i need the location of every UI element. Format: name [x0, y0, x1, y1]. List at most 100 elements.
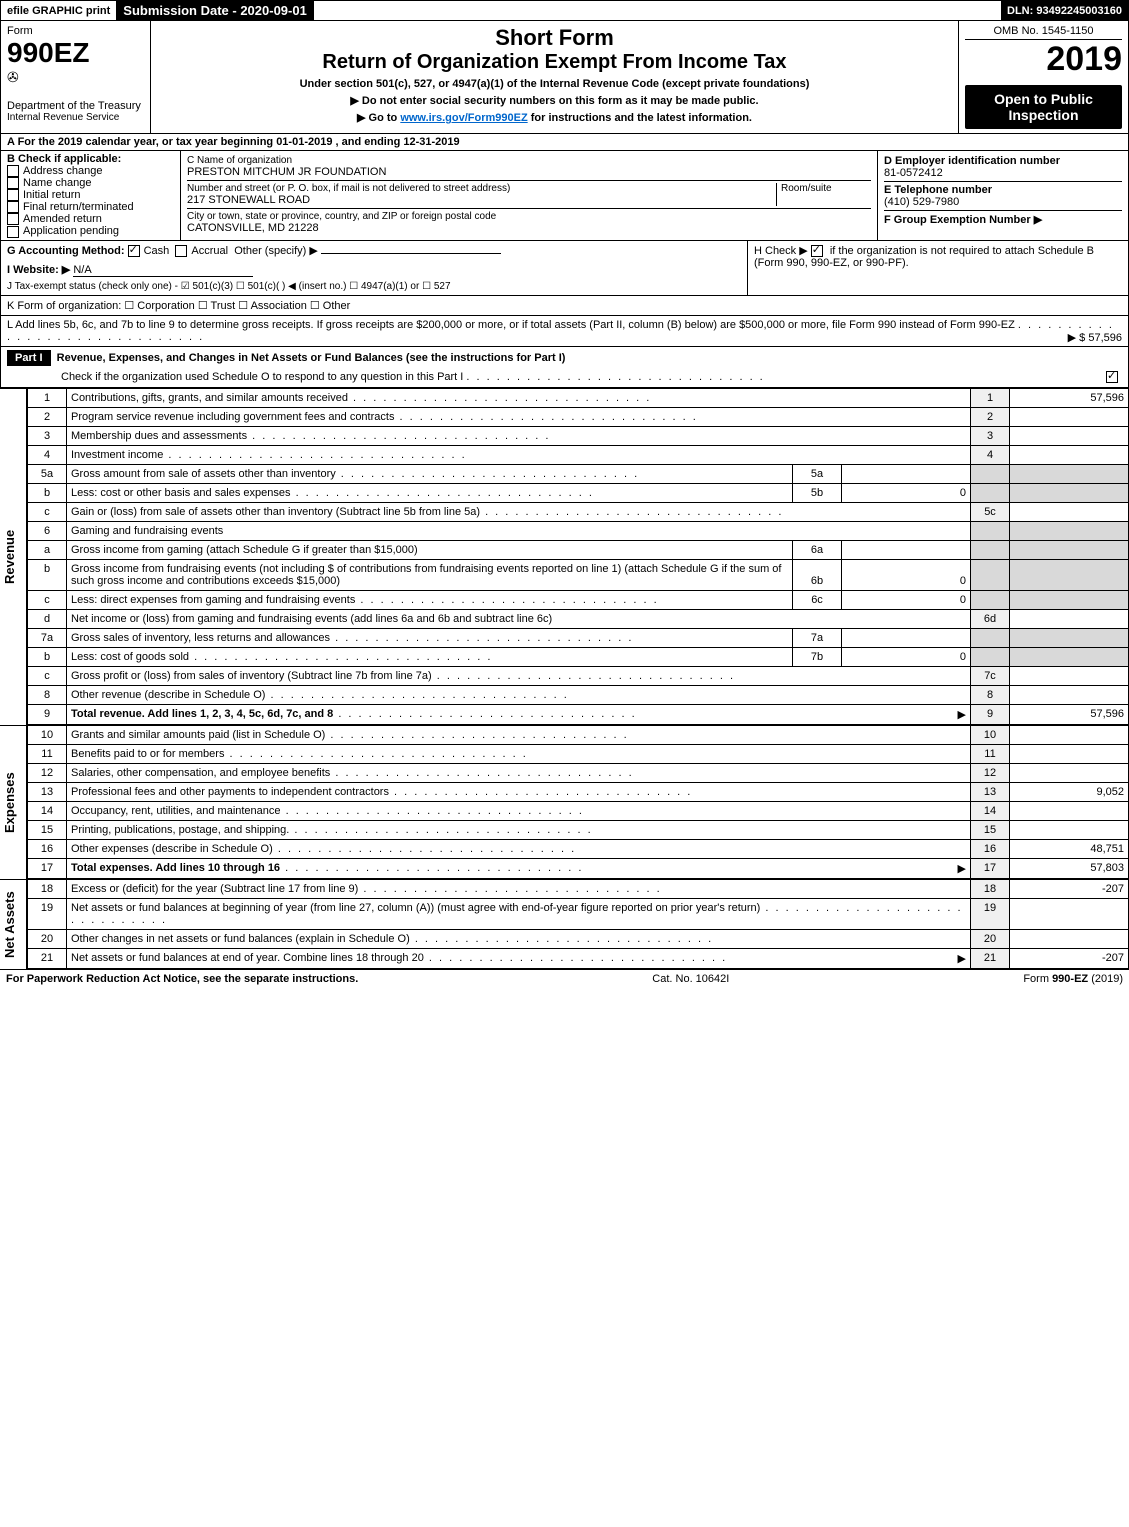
netassets-table: 18Excess or (deficit) for the year (Subt… — [27, 879, 1129, 969]
org-city: CATONSVILLE, MD 21228 — [187, 222, 871, 234]
table-row: 20Other changes in net assets or fund ba… — [28, 929, 1129, 948]
accrual-label: Accrual — [191, 245, 228, 257]
section-gh: G Accounting Method: Cash Accrual Other … — [0, 241, 1129, 296]
check-final-return[interactable] — [7, 201, 19, 213]
expenses-table: 10Grants and similar amounts paid (list … — [27, 725, 1129, 879]
table-row: 7a Gross sales of inventory, less return… — [28, 628, 1129, 647]
revenue-sidelabel: Revenue — [0, 388, 27, 725]
check-name-change[interactable] — [7, 177, 19, 189]
label-name-change: Name change — [23, 177, 92, 189]
return-title: Return of Organization Exempt From Incom… — [157, 51, 952, 74]
form-header: Form 990EZ ✇ Department of the Treasury … — [0, 21, 1129, 134]
c-name-label: C Name of organization — [187, 155, 871, 166]
line-a: A For the 2019 calendar year, or tax yea… — [0, 134, 1129, 151]
box-b: B Check if applicable: Address change Na… — [1, 151, 181, 240]
table-row: 3Membership dues and assessments3 — [28, 426, 1129, 445]
submission-date-button[interactable]: Submission Date - 2020-09-01 — [117, 1, 314, 20]
revenue-table: 1Contributions, gifts, grants, and simil… — [27, 388, 1129, 725]
other-label: Other (specify) ▶ — [234, 245, 318, 257]
check-h[interactable] — [811, 245, 823, 257]
table-row: 16Other expenses (describe in Schedule O… — [28, 839, 1129, 858]
table-row: 17Total expenses. Add lines 10 through 1… — [28, 858, 1129, 878]
subtitle: Under section 501(c), 527, or 4947(a)(1)… — [157, 78, 952, 90]
label-amended: Amended return — [23, 213, 102, 225]
h-prefix: H Check ▶ — [754, 245, 808, 257]
box-b-title: B Check if applicable: — [7, 153, 174, 165]
top-bar: efile GRAPHIC print Submission Date - 20… — [0, 0, 1129, 21]
c-addr-label: Number and street (or P. O. box, if mail… — [187, 183, 776, 194]
short-form-title: Short Form — [157, 25, 952, 51]
table-row: 18Excess or (deficit) for the year (Subt… — [28, 879, 1129, 898]
d-label: D Employer identification number — [884, 155, 1122, 167]
table-row: cGross profit or (loss) from sales of in… — [28, 666, 1129, 685]
netassets-section: Net Assets 18Excess or (deficit) for the… — [0, 879, 1129, 969]
e-label: E Telephone number — [884, 184, 1122, 196]
table-row: 11Benefits paid to or for members11 — [28, 744, 1129, 763]
section-bc: B Check if applicable: Address change Na… — [0, 151, 1129, 241]
table-row: 13Professional fees and other payments t… — [28, 782, 1129, 801]
dln-label: DLN: 93492245003160 — [1001, 1, 1128, 20]
irs-label: Internal Revenue Service — [7, 112, 144, 123]
table-row: 4Investment income4 — [28, 445, 1129, 464]
check-app-pending[interactable] — [7, 226, 19, 238]
part-i-checkline: Check if the organization used Schedule … — [61, 371, 463, 383]
line-l-text: L Add lines 5b, 6c, and 7b to line 9 to … — [7, 319, 1015, 331]
table-row: 12Salaries, other compensation, and empl… — [28, 763, 1129, 782]
label-app-pending: Application pending — [23, 225, 119, 237]
check-initial-return[interactable] — [7, 189, 19, 201]
expenses-section: Expenses 10Grants and similar amounts pa… — [0, 725, 1129, 879]
cash-label: Cash — [144, 245, 170, 257]
table-row: 2Program service revenue including gover… — [28, 407, 1129, 426]
table-row: 1Contributions, gifts, grants, and simil… — [28, 388, 1129, 407]
dept-treasury: Department of the Treasury — [7, 100, 144, 112]
line-k: K Form of organization: ☐ Corporation ☐ … — [0, 296, 1129, 316]
check-accrual[interactable] — [175, 245, 187, 257]
f-label: F Group Exemption Number ▶ — [884, 213, 1122, 226]
label-initial-return: Initial return — [23, 189, 80, 201]
part-i-header: Part I Revenue, Expenses, and Changes in… — [0, 347, 1129, 388]
check-amended[interactable] — [7, 213, 19, 225]
ein-value: 81-0572412 — [884, 167, 1122, 179]
other-specify-field[interactable] — [321, 253, 501, 254]
check-schedule-o[interactable] — [1106, 371, 1118, 383]
table-row: 6Gaming and fundraising events — [28, 521, 1129, 540]
line-l-amount: ▶ $ 57,596 — [1068, 331, 1122, 344]
efile-label: efile GRAPHIC print — [1, 1, 117, 20]
table-row: b Gross income from fundraising events (… — [28, 559, 1129, 590]
i-label: I Website: ▶ — [7, 264, 70, 276]
expenses-sidelabel: Expenses — [0, 725, 27, 879]
table-row: 10Grants and similar amounts paid (list … — [28, 725, 1129, 744]
warn-link: ▶ Go to www.irs.gov/Form990EZ for instru… — [157, 111, 952, 124]
line-l: L Add lines 5b, 6c, and 7b to line 9 to … — [0, 316, 1129, 347]
table-row: b Less: cost or other basis and sales ex… — [28, 483, 1129, 502]
org-name: PRESTON MITCHUM JR FOUNDATION — [187, 166, 871, 178]
footer-right: Form 990-EZ (2019) — [1023, 973, 1123, 985]
table-row: 21Net assets or fund balances at end of … — [28, 948, 1129, 968]
check-address-change[interactable] — [7, 165, 19, 177]
form-number: 990EZ — [7, 37, 144, 69]
footer-left: For Paperwork Reduction Act Notice, see … — [6, 973, 358, 985]
g-label: G Accounting Method: — [7, 245, 125, 257]
revenue-section: Revenue 1Contributions, gifts, grants, a… — [0, 388, 1129, 725]
c-city-label: City or town, state or province, country… — [187, 211, 871, 222]
website-value: N/A — [73, 264, 253, 277]
phone-value: (410) 529-7980 — [884, 196, 1122, 208]
org-address: 217 STONEWALL ROAD — [187, 194, 776, 206]
table-row: cGain or (loss) from sale of assets othe… — [28, 502, 1129, 521]
footer-mid: Cat. No. 10642I — [652, 973, 729, 985]
part-i-badge: Part I — [7, 350, 51, 366]
table-row: 8Other revenue (describe in Schedule O)8 — [28, 685, 1129, 704]
irs-link[interactable]: www.irs.gov/Form990EZ — [400, 112, 527, 124]
table-row: 15Printing, publications, postage, and s… — [28, 820, 1129, 839]
room-label: Room/suite — [781, 183, 871, 194]
table-row: c Less: direct expenses from gaming and … — [28, 590, 1129, 609]
warn-ssn: ▶ Do not enter social security numbers o… — [157, 94, 952, 107]
open-to-public: Open to Public Inspection — [965, 85, 1122, 129]
part-i-title: Revenue, Expenses, and Changes in Net As… — [57, 352, 566, 364]
check-cash[interactable] — [128, 245, 140, 257]
box-c: C Name of organization PRESTON MITCHUM J… — [181, 151, 878, 240]
table-row: a Gross income from gaming (attach Sched… — [28, 540, 1129, 559]
table-row: 14Occupancy, rent, utilities, and mainte… — [28, 801, 1129, 820]
table-row: 19Net assets or fund balances at beginni… — [28, 898, 1129, 929]
tax-year: 2019 — [965, 40, 1122, 79]
